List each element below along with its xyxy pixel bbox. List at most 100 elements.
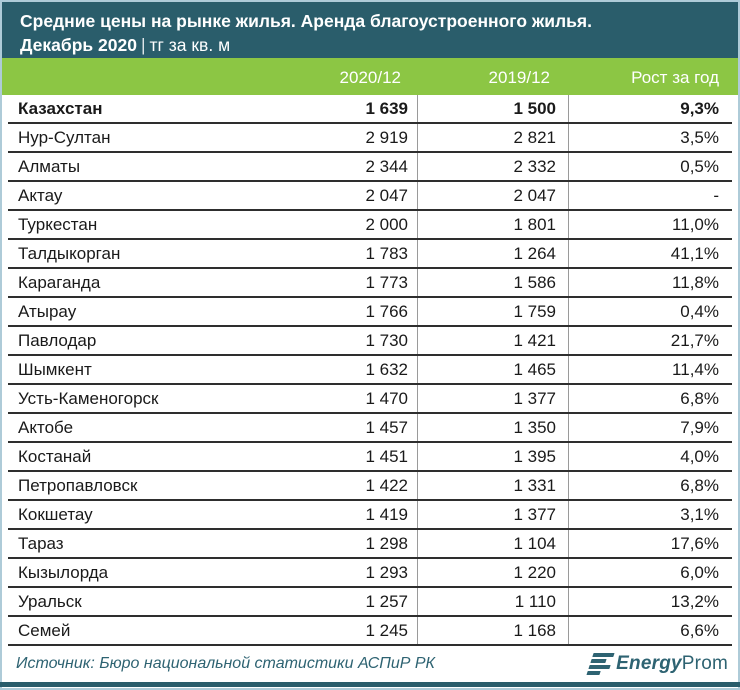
value-2020: 1 766 (365, 301, 408, 321)
value-2019: 1 264 (417, 240, 568, 267)
value-2020: 1 457 (365, 417, 408, 437)
price-table-body: Казахстан 1 639 1 500 9,3% Нур-Султан 2 … (8, 95, 732, 646)
table-row: Усть-Каменогорск 1 470 1 377 6,8% (8, 385, 732, 414)
table-row: Кокшетау 1 419 1 377 3,1% (8, 501, 732, 530)
growth-value: 17,6% (568, 530, 732, 557)
table-row: Петропавловск 1 422 1 331 6,8% (8, 472, 732, 501)
value-2020: 1 298 (365, 533, 408, 553)
city-name: Алматы (18, 156, 81, 176)
growth-value: 0,5% (568, 153, 732, 180)
table-row: Караганда 1 773 1 586 11,8% (8, 269, 732, 298)
city-name: Талдыкорган (18, 243, 121, 263)
value-2019: 1 331 (417, 472, 568, 499)
energyprom-logo: EnergyProm (586, 653, 730, 675)
city-name: Павлодар (18, 330, 97, 350)
column-header-growth: Рост за год (631, 68, 719, 87)
column-header-2020: 2020/12 (339, 68, 401, 87)
growth-value: 4,0% (568, 443, 732, 470)
table-row: Кызылорда 1 293 1 220 6,0% (8, 559, 732, 588)
value-2020: 1 730 (365, 330, 408, 350)
growth-value: 6,8% (568, 472, 732, 499)
table-row: Казахстан 1 639 1 500 9,3% (8, 95, 732, 124)
value-2020: 1 632 (365, 359, 408, 379)
logo-text-bold: Energy (616, 653, 682, 674)
value-2019: 2 047 (417, 182, 568, 209)
table-row: Актобе 1 457 1 350 7,9% (8, 414, 732, 443)
value-2019: 1 759 (417, 298, 568, 325)
table-row: Талдыкорган 1 783 1 264 41,1% (8, 240, 732, 269)
value-2020: 1 422 (365, 475, 408, 495)
value-2019: 1 110 (417, 588, 568, 615)
city-name: Костанай (18, 446, 92, 466)
value-2019: 1 220 (417, 559, 568, 586)
city-name: Казахстан (18, 98, 103, 118)
growth-value: 11,8% (568, 269, 732, 296)
growth-value: 6,6% (568, 617, 732, 644)
city-name: Атырау (18, 301, 77, 321)
growth-value: 41,1% (568, 240, 732, 267)
footer: Источник: Бюро национальной статистики А… (10, 646, 730, 682)
growth-value: 6,8% (568, 385, 732, 412)
value-2019: 1 104 (417, 530, 568, 557)
value-2020: 1 245 (365, 620, 408, 640)
value-2019: 1 801 (417, 211, 568, 238)
value-2020: 1 451 (365, 446, 408, 466)
table-row: Нур-Султан 2 919 2 821 3,5% (8, 124, 732, 153)
city-name: Кызылорда (18, 562, 109, 582)
value-2020: 2 047 (365, 185, 408, 205)
city-name: Усть-Каменогорск (18, 388, 159, 408)
value-2019: 1 377 (417, 501, 568, 528)
growth-value: - (568, 182, 732, 209)
growth-value: 11,4% (568, 356, 732, 383)
value-2019: 1 350 (417, 414, 568, 441)
city-name: Туркестан (18, 214, 98, 234)
city-name: Уральск (18, 591, 82, 611)
subtitle-unit: тг за кв. м (149, 35, 231, 55)
city-name: Актобе (18, 417, 74, 437)
title-block: Средние цены на рынке жилья. Аренда благ… (2, 2, 738, 58)
table-row: Семей 1 245 1 168 6,6% (8, 617, 732, 646)
city-name: Шымкент (18, 359, 92, 379)
city-name: Актау (18, 185, 63, 205)
growth-value: 21,7% (568, 327, 732, 354)
growth-value: 6,0% (568, 559, 732, 586)
table-row: Атырау 1 766 1 759 0,4% (8, 298, 732, 327)
city-name: Семей (18, 620, 71, 640)
city-name: Тараз (18, 533, 64, 553)
growth-value: 9,3% (568, 95, 732, 122)
value-2020: 1 293 (365, 562, 408, 582)
value-2019: 2 821 (417, 124, 568, 151)
growth-value: 3,1% (568, 501, 732, 528)
growth-value: 13,2% (568, 588, 732, 615)
value-2019: 1 500 (417, 95, 568, 122)
growth-value: 0,4% (568, 298, 732, 325)
value-2019: 1 168 (417, 617, 568, 644)
table-row: Уральск 1 257 1 110 13,2% (8, 588, 732, 617)
table-row: Алматы 2 344 2 332 0,5% (8, 153, 732, 182)
value-2020: 1 783 (365, 243, 408, 263)
growth-value: 3,5% (568, 124, 732, 151)
city-name: Кокшетау (18, 504, 93, 524)
subtitle-period: Декабрь 2020 (20, 35, 137, 55)
city-name: Петропавловск (18, 475, 138, 495)
energyprom-wordmark: EnergyProm (616, 653, 728, 675)
table-row: Костанай 1 451 1 395 4,0% (8, 443, 732, 472)
value-2020: 1 773 (365, 272, 408, 292)
city-name: Караганда (18, 272, 101, 292)
growth-value: 7,9% (568, 414, 732, 441)
page-title: Средние цены на рынке жилья. Аренда благ… (20, 11, 592, 31)
value-2019: 1 421 (417, 327, 568, 354)
column-header-2019: 2019/12 (488, 68, 550, 87)
value-2020: 1 257 (365, 591, 408, 611)
value-2020: 1 419 (365, 504, 408, 524)
column-header-row: 2020/12 2019/12 Рост за год (2, 58, 738, 95)
value-2019: 1 395 (417, 443, 568, 470)
table-row: Павлодар 1 730 1 421 21,7% (8, 327, 732, 356)
table-row: Шымкент 1 632 1 465 11,4% (8, 356, 732, 385)
subtitle-separator: | (140, 35, 146, 55)
table-row: Актау 2 047 2 047 - (8, 182, 732, 211)
value-2020: 1 470 (365, 388, 408, 408)
energyprom-icon (586, 653, 615, 675)
logo-text-regular: Prom (681, 653, 728, 674)
